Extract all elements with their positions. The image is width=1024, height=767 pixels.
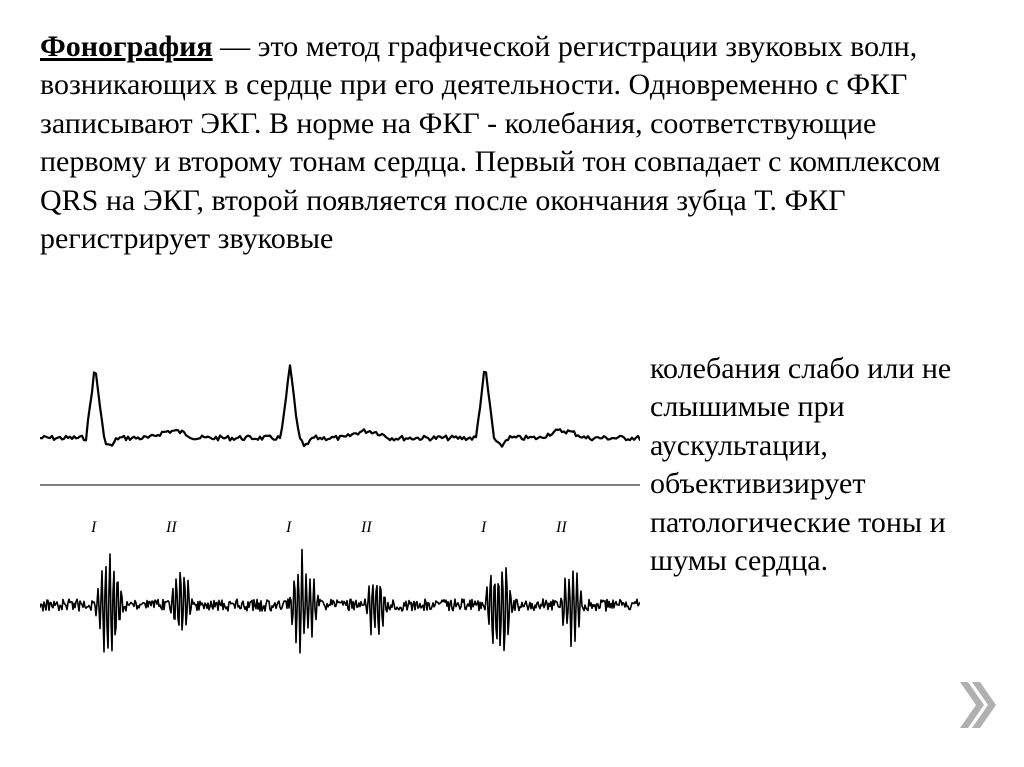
main-text: Фонография — это метод графической регис… [40,28,984,258]
term-heading: Фонография [40,30,213,63]
svg-text:II: II [360,519,372,536]
ecg-fkg-chart: IIIIIIIII [40,350,640,740]
next-chevron-icon[interactable] [956,680,996,735]
svg-text:I: I [480,519,487,536]
svg-text:II: II [555,519,567,536]
svg-text:I: I [90,519,97,536]
slide-container: Фонография — это метод графической регис… [0,0,1024,767]
dash: — [213,30,258,63]
svg-text:I: I [285,519,292,536]
waveform-svg: IIIIIIIII [40,350,640,740]
body-top-text: это метод графической регистрации звуков… [40,30,940,255]
body-side-text: колебания слабо или не слышимые при ауск… [650,350,995,580]
svg-text:II: II [165,519,177,536]
